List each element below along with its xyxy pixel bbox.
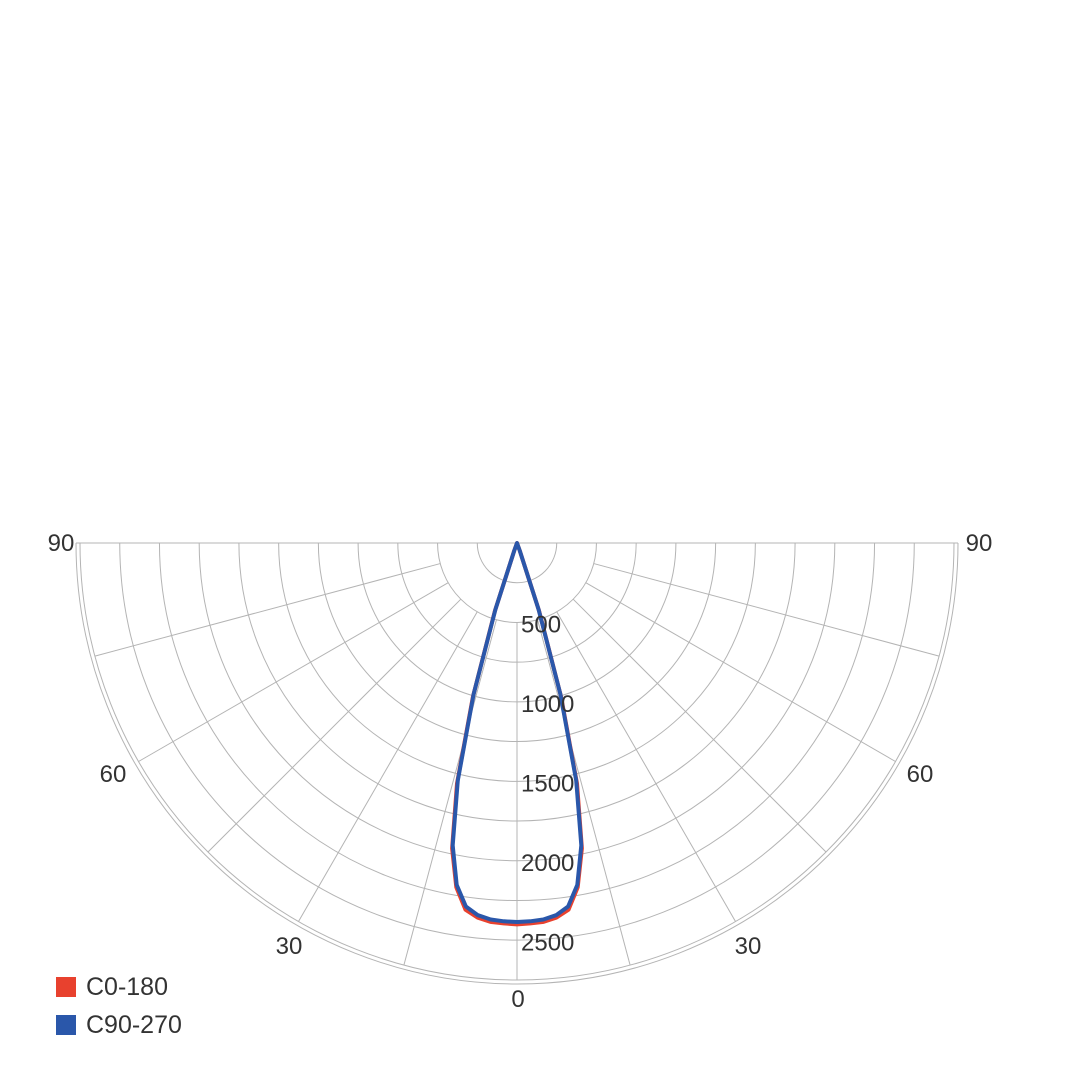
grid-spoke	[593, 563, 940, 657]
series-line-c90-270	[450, 541, 584, 924]
grid-spoke	[298, 611, 478, 922]
legend-item-c0-180: C0-180	[56, 968, 182, 1006]
legend-swatch-c90-270	[56, 1015, 76, 1035]
radial-tick-label: 2500	[521, 929, 574, 956]
grid-ring	[476, 542, 558, 584]
angle-tick-label: 60	[907, 761, 934, 788]
angle-tick-label: 90	[48, 530, 75, 557]
angle-tick-label: 30	[276, 933, 303, 960]
tick-labels: 90 60 30 0 30 60 90 500 1000 1500 2000 2500	[48, 530, 993, 1013]
radial-tick-label: 1000	[521, 691, 574, 718]
series-layer	[450, 541, 584, 927]
angle-tick-label: 30	[735, 933, 762, 960]
radial-tick-label: 2000	[521, 850, 574, 877]
outer-border	[75, 542, 959, 985]
grid-spoke	[537, 619, 631, 966]
grid-spoke	[572, 598, 827, 853]
legend-label-c90-270: C90-270	[86, 1010, 182, 1039]
grid-spoke	[207, 598, 462, 853]
angle-tick-label: 0	[511, 986, 524, 1013]
radial-tick-label: 1500	[521, 770, 574, 797]
legend-item-c90-270: C90-270	[56, 1006, 182, 1044]
grid-spoke	[556, 611, 736, 922]
legend-label-c0-180: C0-180	[86, 972, 168, 1001]
grid-spoke	[403, 619, 497, 966]
polar-grid	[75, 542, 959, 985]
grid-spoke	[94, 563, 441, 657]
legend: C0-180 C90-270	[56, 968, 182, 1044]
radial-tick-label: 500	[521, 611, 561, 638]
angle-tick-label: 90	[966, 530, 993, 557]
grid-spoke	[138, 582, 449, 762]
legend-swatch-c0-180	[56, 977, 76, 997]
angle-tick-label: 60	[100, 761, 127, 788]
grid-spoke	[585, 582, 896, 762]
